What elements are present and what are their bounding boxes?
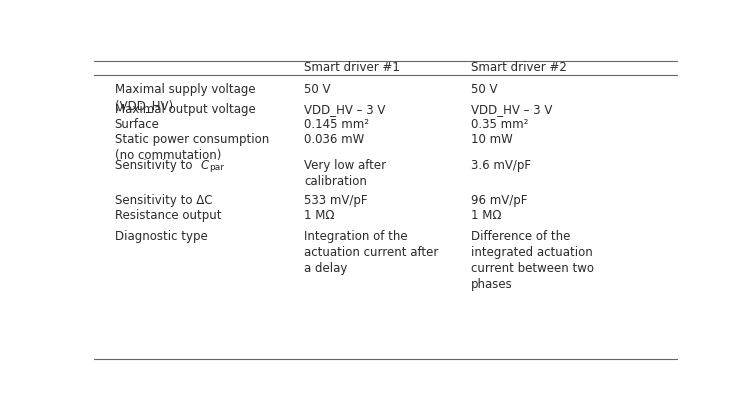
Text: 50 V: 50 V — [304, 83, 331, 96]
Text: VDD_HV – 3 V: VDD_HV – 3 V — [304, 103, 386, 116]
Text: Smart driver #2: Smart driver #2 — [471, 61, 566, 74]
Text: Diagnostic type: Diagnostic type — [114, 230, 207, 243]
Text: Static power consumption
(no commutation): Static power consumption (no commutation… — [114, 133, 269, 162]
Text: Very low after
calibration: Very low after calibration — [304, 159, 386, 188]
Text: Integration of the
actuation current after
a delay: Integration of the actuation current aft… — [304, 230, 438, 275]
Text: 533 mV/pF: 533 mV/pF — [304, 194, 367, 207]
Text: 1 MΩ: 1 MΩ — [471, 209, 501, 222]
Text: Sensitivity to: Sensitivity to — [114, 159, 196, 172]
Text: VDD_HV – 3 V: VDD_HV – 3 V — [471, 103, 552, 116]
Text: 0.036 mW: 0.036 mW — [304, 133, 364, 145]
Text: Resistance output: Resistance output — [114, 209, 221, 222]
Text: 10 mW: 10 mW — [471, 133, 512, 145]
Text: Maximal output voltage: Maximal output voltage — [114, 103, 255, 116]
Text: Difference of the
integrated actuation
current between two
phases: Difference of the integrated actuation c… — [471, 230, 593, 291]
Text: Sensitivity to ΔC: Sensitivity to ΔC — [114, 194, 212, 207]
Text: Maximal supply voltage
(VDD_HV): Maximal supply voltage (VDD_HV) — [114, 83, 255, 112]
Text: 3.6 mV/pF: 3.6 mV/pF — [471, 159, 531, 172]
Text: C: C — [201, 159, 209, 172]
Text: 0.145 mm²: 0.145 mm² — [304, 118, 369, 131]
Text: 50 V: 50 V — [471, 83, 497, 96]
Text: 0.35 mm²: 0.35 mm² — [471, 118, 528, 131]
Text: par: par — [209, 163, 224, 172]
Text: Smart driver #1: Smart driver #1 — [304, 61, 400, 74]
Text: 1 MΩ: 1 MΩ — [304, 209, 335, 222]
Text: 96 mV/pF: 96 mV/pF — [471, 194, 527, 207]
Text: Surface: Surface — [114, 118, 160, 131]
